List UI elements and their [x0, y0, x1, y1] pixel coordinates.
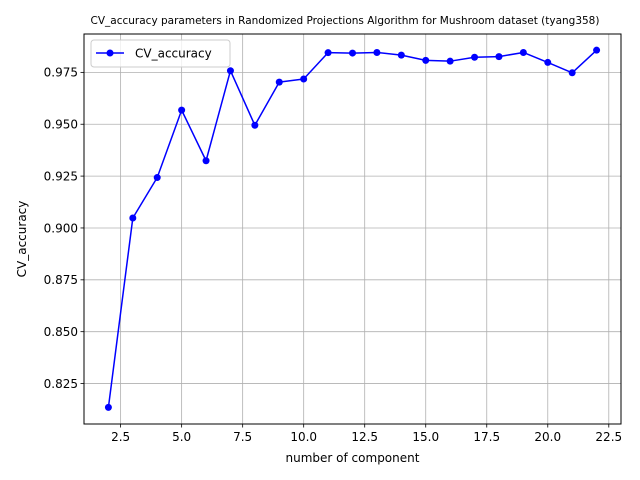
x-tick-label: 15.0 — [412, 430, 439, 444]
data-point — [495, 53, 503, 61]
y-tick-label: 0.950 — [44, 118, 78, 132]
y-tick-label: 0.825 — [44, 377, 78, 391]
data-point — [300, 75, 308, 83]
x-tick-label: 20.0 — [534, 430, 561, 444]
legend-box — [90, 39, 231, 68]
data-point — [226, 67, 234, 75]
data-point — [153, 174, 161, 182]
y-tick-label: 0.975 — [44, 66, 78, 80]
x-tick-label: 17.5 — [473, 430, 500, 444]
y-tick-label: 0.875 — [44, 273, 78, 287]
x-tick-label: 5.0 — [172, 430, 191, 444]
data-point — [544, 58, 552, 66]
data-point — [251, 121, 259, 129]
y-axis-label: CV_accuracy — [15, 201, 29, 278]
x-axis: 2.5 5.0 7.5 10.0 12.5 15.0 17.5 20.0 22.5 — [111, 424, 622, 444]
plot-frame — [83, 33, 622, 425]
x-axis-label: number of component — [286, 451, 420, 465]
grid — [84, 34, 621, 424]
x-tick-label: 12.5 — [351, 430, 378, 444]
x-tick-label: 7.5 — [233, 430, 252, 444]
y-tick-label: 0.900 — [44, 221, 78, 235]
data-point — [422, 56, 430, 64]
y-tick-label: 0.925 — [44, 169, 78, 183]
data-point — [519, 48, 527, 56]
data-point — [397, 51, 405, 59]
series-layer — [104, 46, 601, 411]
x-tick-label: 22.5 — [595, 430, 622, 444]
y-axis: 0.825 0.850 0.875 0.900 0.925 0.950 0.975 — [44, 66, 84, 391]
data-point — [104, 403, 112, 411]
x-tick-label: 10.0 — [290, 430, 317, 444]
data-point — [202, 157, 210, 165]
y-tick-label: 0.850 — [44, 325, 78, 339]
data-point — [471, 53, 479, 61]
x-tick-label: 2.5 — [111, 430, 130, 444]
legend: CV_accuracy — [90, 39, 231, 68]
data-point — [568, 69, 576, 77]
data-point — [178, 106, 186, 114]
data-point — [275, 78, 283, 86]
legend-entry-label: CV_accuracy — [135, 47, 212, 61]
data-point — [129, 214, 137, 222]
data-point — [324, 49, 332, 57]
chart-title: CV_accuracy parameters in Randomized Pro… — [91, 15, 600, 27]
data-point — [593, 46, 601, 54]
data-point — [349, 49, 356, 57]
legend-marker — [106, 49, 114, 57]
data-point — [373, 48, 381, 56]
data-point — [446, 57, 454, 65]
